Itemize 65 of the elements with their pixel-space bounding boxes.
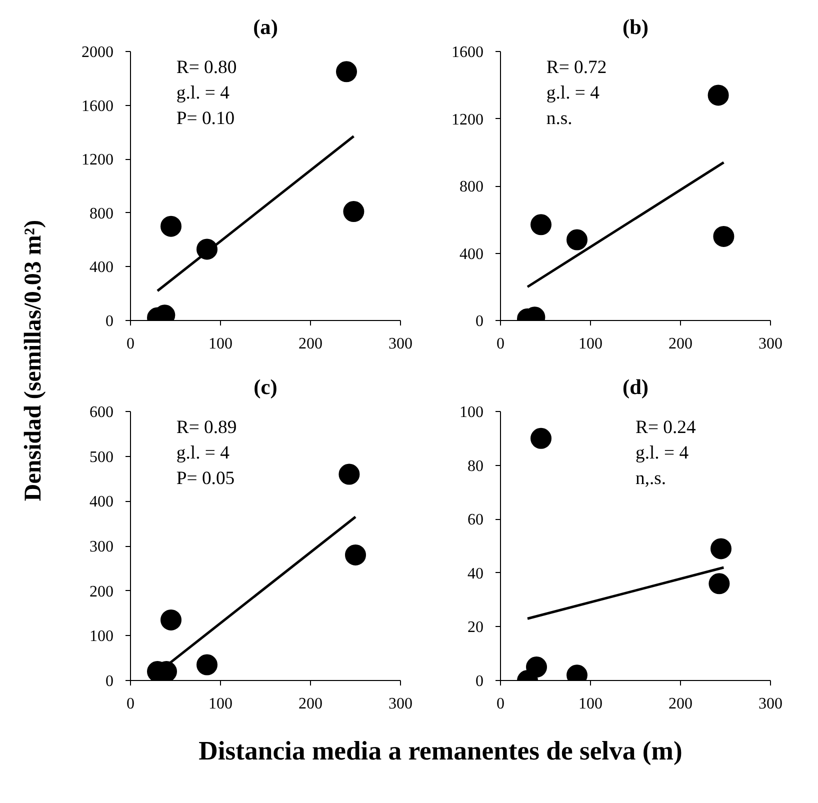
y-tick-label: 20 — [468, 619, 484, 636]
annotation: g.l. = 4 — [546, 82, 600, 104]
x-tick-label: 100 — [578, 696, 602, 712]
y-tick-label: 200 — [90, 583, 114, 600]
x-tick-label: 100 — [208, 696, 232, 712]
point — [338, 464, 360, 485]
chart-title: (b) — [622, 15, 649, 39]
x-tick-label: 200 — [668, 336, 692, 352]
x-tick-label: 300 — [758, 696, 782, 712]
point — [710, 538, 732, 560]
y-tick-label: 80 — [468, 458, 484, 475]
y-tick-label: 500 — [90, 448, 114, 466]
annotation: R= 0.89 — [176, 416, 237, 438]
annotation: g.l. = 4 — [176, 442, 230, 464]
y-tick-label: 0 — [476, 313, 484, 330]
y-tick-label: 40 — [468, 565, 484, 582]
annotation: R= 0.72 — [546, 56, 607, 78]
annotation: g.l. = 4 — [176, 82, 230, 104]
y-tick-label: 1200 — [82, 152, 114, 169]
y-tick-label: 800 — [460, 178, 484, 196]
annotation: R= 0.24 — [636, 416, 696, 438]
x-tick-label: 0 — [496, 696, 504, 712]
y-tick-label: 300 — [90, 538, 114, 556]
y-tick-label: 600 — [90, 404, 114, 421]
y-tick-label: 1200 — [452, 111, 484, 128]
y-tick-label: 1600 — [452, 44, 484, 61]
x-tick-label: 0 — [126, 336, 134, 352]
y-tick-label: 0 — [106, 313, 114, 330]
x-tick-label: 200 — [668, 696, 692, 712]
annotation: n.s. — [546, 108, 572, 129]
y-tick-label: 100 — [460, 404, 484, 421]
y-tick-label: 400 — [90, 259, 114, 276]
x-tick-label: 300 — [758, 336, 782, 352]
chart-title: (a) — [253, 15, 278, 39]
x-axis-title: Distancia media a remanentes de selva (m) — [198, 736, 682, 766]
y-tick-label: 0 — [106, 673, 114, 690]
x-tick-label: 0 — [496, 336, 504, 352]
annotation: n,.s. — [636, 468, 666, 489]
point — [345, 544, 366, 566]
chart-title: (d) — [622, 375, 649, 399]
x-tick-label: 200 — [298, 336, 322, 352]
x-tick-label: 200 — [298, 696, 322, 712]
x-tick-label: 100 — [578, 336, 602, 352]
y-tick-label: 60 — [468, 512, 484, 529]
y-tick-label: 800 — [90, 205, 114, 222]
annotation: R= 0.80 — [176, 56, 237, 78]
x-tick-label: 0 — [126, 696, 134, 712]
x-tick-label: 300 — [388, 336, 412, 352]
y-tick-label: 1600 — [82, 98, 114, 115]
y-tick-label: 400 — [90, 494, 114, 511]
annotation: P= 0.10 — [176, 108, 235, 129]
point — [530, 428, 552, 449]
point — [160, 609, 182, 630]
x-tick-label: 100 — [208, 336, 232, 352]
y-axis-title: Densidad (semillas/0.03 m²) — [20, 220, 46, 502]
annotation: P= 0.05 — [176, 468, 235, 489]
y-tick-label: 0 — [476, 673, 484, 690]
point — [708, 573, 730, 594]
chart-title: (c) — [254, 375, 278, 399]
y-tick-label: 100 — [90, 628, 114, 646]
y-tick-label: 400 — [460, 246, 484, 263]
x-tick-label: 300 — [388, 696, 412, 712]
y-tick-label: 2000 — [82, 44, 114, 61]
point — [196, 654, 218, 676]
annotation: g.l. = 4 — [636, 442, 690, 464]
